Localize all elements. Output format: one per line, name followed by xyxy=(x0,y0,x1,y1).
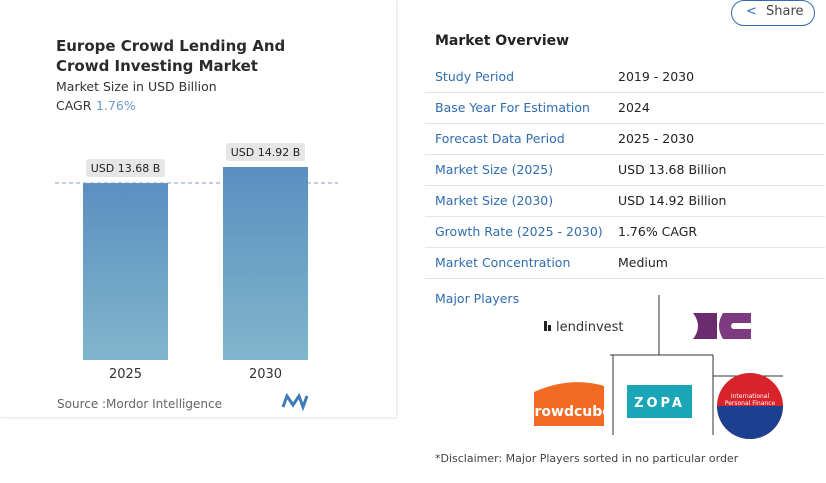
share-label: Share xyxy=(766,4,804,19)
overview-title: Market Overview xyxy=(435,33,570,49)
share-icon: < xyxy=(746,4,757,19)
source-label: Source : xyxy=(57,397,106,411)
x-tick-label: 2025 xyxy=(109,367,142,382)
chart-subtitle: Market Size in USD Billion xyxy=(56,79,217,94)
player-name: ZOPA xyxy=(634,396,685,411)
disclaimer: *Disclaimer: Major Players sorted in no … xyxy=(435,452,739,465)
zopa-logo: ZOPA xyxy=(627,385,692,418)
row-label: Market Size (2030) xyxy=(435,193,554,208)
chart: Source : Mordor Intelligence USD 13.68 B… xyxy=(55,143,338,412)
ipf-logo: International Personal Finance xyxy=(717,373,783,439)
lendinvest-logo: lendinvest xyxy=(544,320,624,335)
players-grid: lendinvest crowdcube ZOPA International … xyxy=(526,295,783,439)
share-button[interactable]: < Share xyxy=(731,0,815,26)
overview-row: Market Size (2025) USD 13.68 Billion xyxy=(425,155,825,186)
overview-row: Forecast Data Period 2025 - 2030 xyxy=(425,124,825,155)
brand-logo xyxy=(281,392,309,412)
row-value: 2019 - 2030 xyxy=(618,69,695,84)
chart-title: Europe Crowd Lending And Crowd Investing… xyxy=(56,37,286,75)
value-label-bg xyxy=(86,159,165,178)
row-value: 2024 xyxy=(618,100,650,115)
purple-logo xyxy=(693,313,751,339)
value-label-bg xyxy=(226,143,305,161)
player-name: International Personal Finance xyxy=(724,393,776,407)
row-label: Growth Rate (2025 - 2030) xyxy=(435,224,603,239)
row-label: Forecast Data Period xyxy=(435,131,565,146)
x-tick-label: 2030 xyxy=(249,367,282,382)
value-label: USD 14.92 B xyxy=(231,146,301,159)
row-value: USD 14.92 Billion xyxy=(618,193,727,208)
row-label: Base Year For Estimation xyxy=(435,100,590,115)
player-name: crowdcube xyxy=(526,404,612,420)
cagr-label: CAGR xyxy=(56,98,92,113)
major-players-title: Major Players xyxy=(435,291,520,306)
row-value: 2025 - 2030 xyxy=(618,131,695,146)
row-label: Market Size (2025) xyxy=(435,162,554,177)
source: Mordor Intelligence xyxy=(106,397,222,411)
chart-card xyxy=(0,0,397,418)
value-label: USD 13.68 B xyxy=(91,162,161,175)
overview-row: Base Year For Estimation 2024 xyxy=(425,93,825,124)
row-label: Study Period xyxy=(435,69,515,84)
overview-row: Growth Rate (2025 - 2030) 1.76% CAGR xyxy=(425,217,825,248)
cagr-value: 1.76% xyxy=(96,98,136,113)
overview-row: Market Concentration Medium xyxy=(425,248,825,279)
bar xyxy=(83,183,168,360)
row-value: 1.76% CAGR xyxy=(618,224,698,239)
row-label: Market Concentration xyxy=(435,255,571,270)
crowdcube-logo: crowdcube xyxy=(526,382,612,426)
bar xyxy=(223,167,308,360)
overview-row: Market Size (2030) USD 14.92 Billion xyxy=(425,186,825,217)
player-name: lendinvest xyxy=(556,320,624,335)
overview-row: Study Period 2019 - 2030 xyxy=(425,62,825,93)
row-value: USD 13.68 Billion xyxy=(618,162,727,177)
row-value: Medium xyxy=(618,255,668,270)
